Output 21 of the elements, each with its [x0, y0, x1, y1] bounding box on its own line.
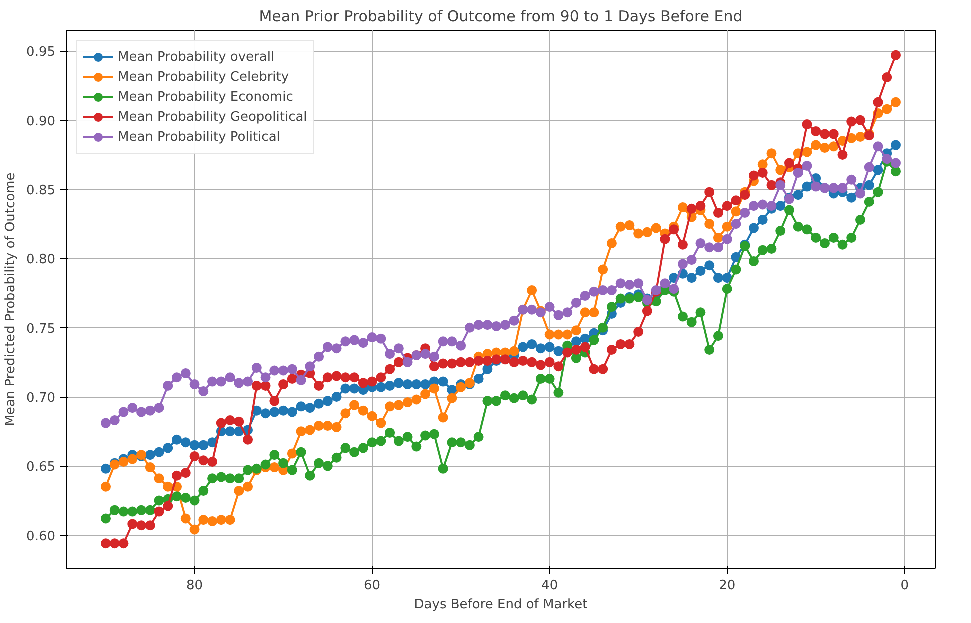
legend-label: Mean Probability Economic	[118, 89, 294, 105]
x-axis-title: Days Before End of Market	[414, 598, 588, 612]
legend-label: Mean Probability Geopolitical	[118, 109, 308, 125]
legend-label: Mean Probability overall	[118, 49, 275, 65]
y-tick-label: 0.60	[26, 529, 56, 544]
y-tick-label: 0.95	[26, 45, 56, 60]
x-tick-label: 20	[719, 578, 736, 594]
y-tick-label: 0.85	[26, 184, 56, 199]
y-axis-title: Mean Predicted Probability of Outcome	[4, 172, 19, 426]
y-tick-label: 0.75	[26, 322, 56, 337]
y-tick-label: 0.80	[26, 252, 56, 268]
y-tick-label: 0.90	[26, 114, 56, 130]
chart-title: Mean Prior Probability of Outcome from 90 to 1 Days Before End	[259, 8, 743, 26]
x-tick-label: 80	[186, 578, 204, 594]
x-tick-label: 60	[364, 578, 381, 594]
y-tick-label: 0.65	[26, 460, 56, 476]
y-tick-label: 0.70	[26, 391, 56, 406]
x-tick-label: 0	[900, 578, 910, 594]
legend-label: Mean Probability Celebrity	[118, 69, 290, 85]
x-tick-label: 40	[542, 578, 558, 594]
legend-label: Mean Probability Political	[118, 129, 280, 145]
